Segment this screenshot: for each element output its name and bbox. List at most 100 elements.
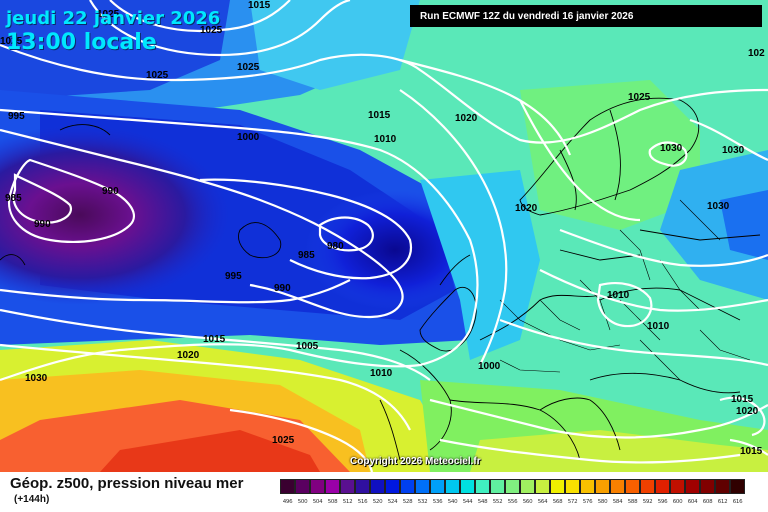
isobar-labels: 1015 1025 1025 1025 1025 995 1000 1015 1… xyxy=(0,0,765,457)
isobar-label: 1000 xyxy=(478,361,501,372)
isobar-label: 1015 xyxy=(731,394,754,405)
scale-swatch xyxy=(670,479,685,494)
copyright-notice: Copyright 2026 Meteociel.fr xyxy=(350,456,481,467)
scale-value-label: 508 xyxy=(327,499,338,505)
scale-value-label: 516 xyxy=(357,499,368,505)
scale-value-label: 528 xyxy=(402,499,413,505)
scale-swatch xyxy=(325,479,340,494)
color-scale xyxy=(280,479,745,494)
isobar-label: 1010 xyxy=(374,134,397,145)
scale-swatch xyxy=(490,479,505,494)
isobar-label: 1025 xyxy=(97,9,120,20)
isobar-label: 1025 xyxy=(272,435,295,446)
isobar-label: 995 xyxy=(8,111,25,122)
isobar-label: 1000 xyxy=(237,132,260,143)
scale-swatch xyxy=(430,479,445,494)
isobar-label: 1025 xyxy=(200,25,223,36)
scale-value-label: 560 xyxy=(522,499,533,505)
legend-title: Géop. z500, pression niveau mer xyxy=(10,475,244,492)
scale-value-label: 536 xyxy=(432,499,443,505)
legend-subtitle: (+144h) xyxy=(14,494,50,505)
isobar-label: 985 xyxy=(298,250,315,261)
scale-value-label: 532 xyxy=(417,499,428,505)
cyan-wedge xyxy=(420,170,540,360)
scale-value-label: 592 xyxy=(642,499,653,505)
isobar-label: 990 xyxy=(274,283,291,294)
isobar-label: 1030 xyxy=(722,145,745,156)
scale-swatch xyxy=(655,479,670,494)
scale-value-label: 576 xyxy=(582,499,593,505)
run-text: Run ECMWF 12Z du vendredi 16 janvier 202… xyxy=(420,10,634,22)
scale-swatch xyxy=(520,479,535,494)
isobar-label: 980 xyxy=(327,241,344,252)
isobar-label: 1030 xyxy=(660,143,683,154)
isobar-label: 1025 xyxy=(0,36,23,47)
scale-swatch xyxy=(370,479,385,494)
scale-swatch xyxy=(340,479,355,494)
scale-swatch xyxy=(280,479,295,494)
scale-value-label: 596 xyxy=(657,499,668,505)
color-scale-labels: 496 500 504 508 512 516 520 524 528 532 536 540 544 5… xyxy=(280,499,745,505)
east-deeper-blue xyxy=(720,190,768,260)
scale-value-label: 608 xyxy=(702,499,713,505)
scale-value-label: 600 xyxy=(672,499,683,505)
scale-swatch xyxy=(400,479,415,494)
scale-swatch xyxy=(640,479,655,494)
scale-value-label: 616 xyxy=(732,499,743,505)
scale-swatch xyxy=(385,479,400,494)
isobar-label: 1025 xyxy=(628,92,651,103)
isobar-label: 1015 xyxy=(368,110,391,121)
isobar-label: 1015 xyxy=(740,446,763,457)
forecast-time: 13:00 locale xyxy=(6,30,157,55)
med-yellow xyxy=(470,430,768,472)
scale-swatch xyxy=(505,479,520,494)
scale-value-label: 612 xyxy=(717,499,728,505)
scale-swatch xyxy=(535,479,550,494)
scale-swatch xyxy=(550,479,565,494)
scale-swatch xyxy=(460,479,475,494)
isobar-label: 1020 xyxy=(177,350,200,361)
scale-value-label: 524 xyxy=(387,499,398,505)
scale-value-label: 568 xyxy=(552,499,563,505)
isobars xyxy=(0,0,768,472)
scale-value-label: 500 xyxy=(297,499,308,505)
scale-swatch xyxy=(415,479,430,494)
scale-value-label: 504 xyxy=(312,499,323,505)
isobar-label: 1010 xyxy=(647,321,670,332)
scale-swatch xyxy=(295,479,310,494)
scale-value-label: 496 xyxy=(282,499,293,505)
scale-swatch xyxy=(715,479,730,494)
scale-swatch xyxy=(700,479,715,494)
scale-value-label: 540 xyxy=(447,499,458,505)
scale-value-label: 572 xyxy=(567,499,578,505)
scale-value-label: 512 xyxy=(342,499,353,505)
scale-value-label: 604 xyxy=(687,499,698,505)
scale-swatch xyxy=(475,479,490,494)
scale-value-label: 520 xyxy=(372,499,383,505)
isobar-label: 990 xyxy=(34,219,51,230)
scale-value-label: 552 xyxy=(492,499,503,505)
isobar-label: 985 xyxy=(5,193,22,204)
scandinavia-green xyxy=(520,80,700,230)
scale-swatch xyxy=(565,479,580,494)
scale-value-label: 544 xyxy=(462,499,473,505)
isobar-label: 990 xyxy=(102,186,119,197)
country-borders xyxy=(499,199,751,381)
scale-value-label: 548 xyxy=(477,499,488,505)
scale-swatch xyxy=(610,479,625,494)
isobar-label: 995 xyxy=(225,271,242,282)
scale-swatch xyxy=(355,479,370,494)
isobar-label: 1030 xyxy=(25,373,48,384)
scale-value-label: 556 xyxy=(507,499,518,505)
scale-swatch xyxy=(685,479,700,494)
isobar-label: 1025 xyxy=(146,70,169,81)
scale-swatch xyxy=(595,479,610,494)
isobar-label: 102 xyxy=(748,48,765,59)
isobar-label: 1020 xyxy=(515,203,538,214)
north-left-blue xyxy=(0,0,230,100)
isobar-label: 1030 xyxy=(707,201,730,212)
isobar-label: 1025 xyxy=(237,62,260,73)
model-run-label: Run ECMWF 12Z du vendredi 16 janvier 202… xyxy=(410,5,762,27)
coastlines xyxy=(0,97,761,461)
